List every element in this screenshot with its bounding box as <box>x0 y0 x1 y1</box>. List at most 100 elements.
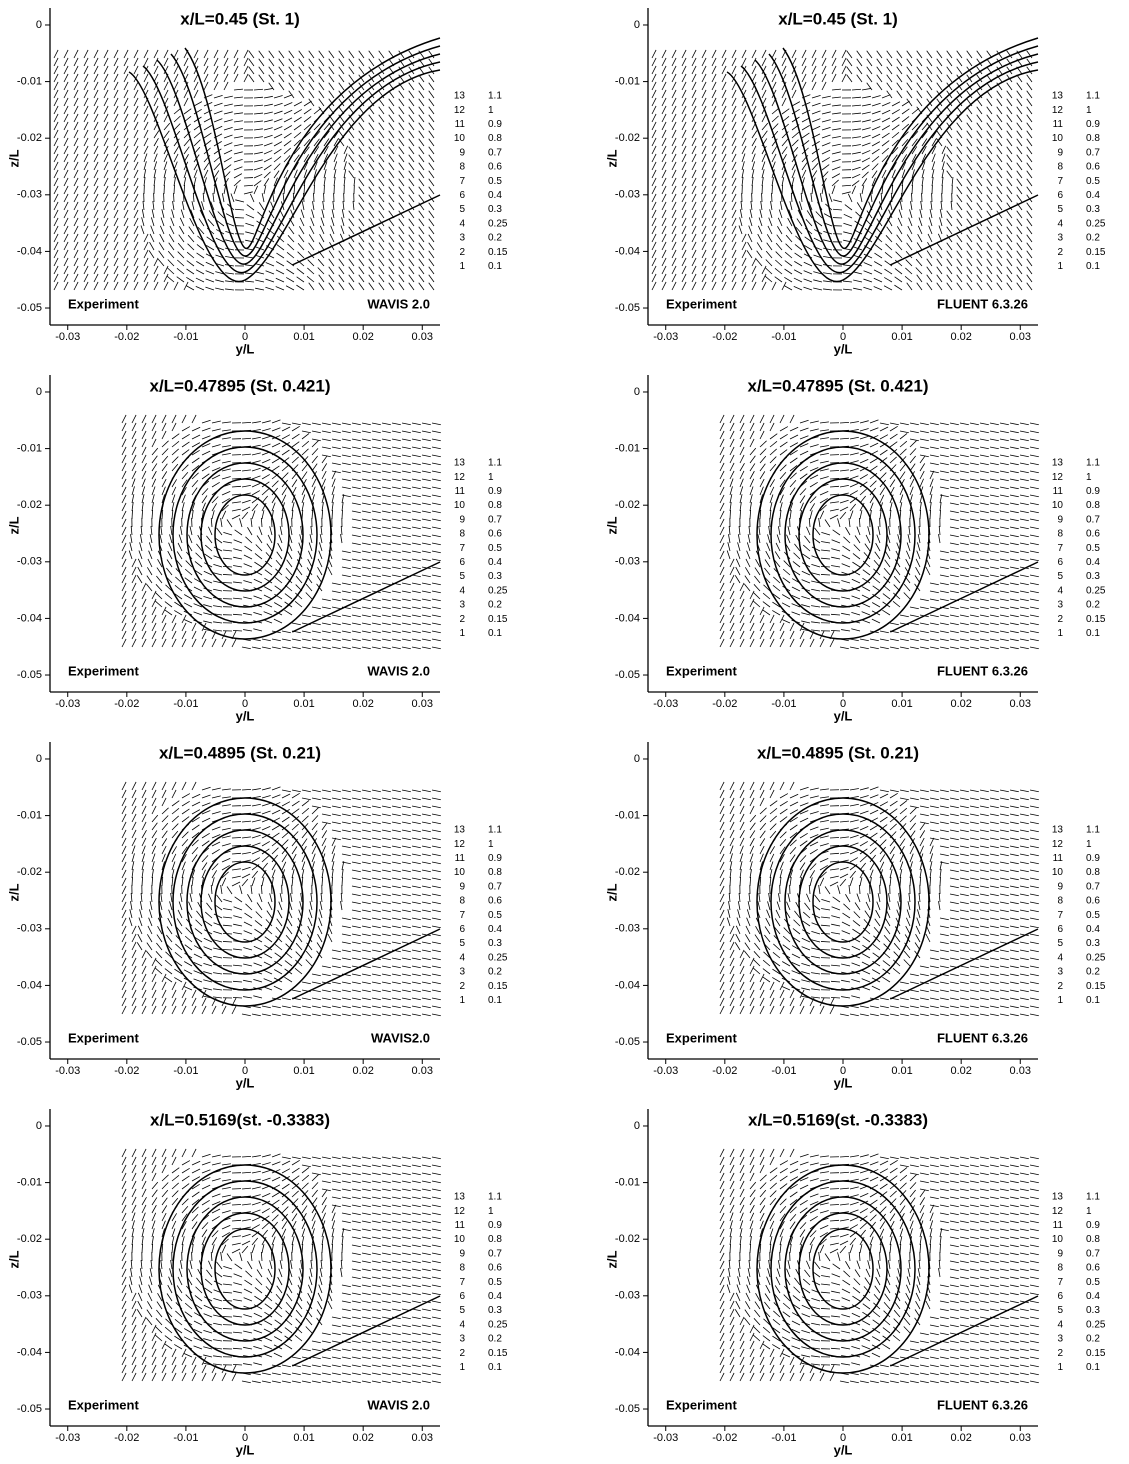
vector <box>252 820 261 822</box>
vector <box>254 129 263 130</box>
vector <box>872 134 880 138</box>
vector <box>831 614 840 615</box>
vector <box>274 603 282 607</box>
vector <box>332 463 341 465</box>
vector <box>870 428 878 431</box>
vector <box>152 623 156 631</box>
vector <box>952 177 953 186</box>
legend-level: 6 <box>459 190 465 201</box>
vector <box>927 67 932 74</box>
vector <box>432 551 441 553</box>
vector <box>412 862 421 864</box>
vector <box>770 631 774 639</box>
vector <box>150 242 154 250</box>
vector <box>309 243 314 250</box>
vector <box>134 162 138 170</box>
vector <box>352 615 361 617</box>
vector <box>223 899 232 902</box>
legend-value: 0.6 <box>488 529 502 540</box>
vector <box>342 877 343 886</box>
vector <box>760 464 765 471</box>
vector <box>392 551 401 553</box>
vector <box>312 201 314 210</box>
vector <box>422 463 431 465</box>
vector <box>1027 283 1032 290</box>
vector <box>392 591 401 593</box>
vector <box>742 130 746 138</box>
vector <box>206 536 212 543</box>
vector <box>342 846 351 848</box>
vector <box>672 138 676 146</box>
vector <box>896 252 902 258</box>
vector <box>990 511 999 513</box>
vector <box>412 790 421 792</box>
vector <box>253 612 262 615</box>
vector <box>409 283 414 290</box>
vector <box>152 209 154 218</box>
x-axis-label: y/L <box>236 708 255 723</box>
vector <box>352 846 361 848</box>
vector <box>762 154 766 162</box>
vector <box>960 599 969 601</box>
vector <box>930 494 932 503</box>
vector <box>412 910 421 912</box>
vector <box>897 51 902 58</box>
vector <box>142 639 146 647</box>
vector <box>997 283 1002 290</box>
vector <box>162 431 166 439</box>
vector <box>142 877 143 886</box>
vector <box>899 209 902 218</box>
vector <box>114 66 118 74</box>
legend-level: 2 <box>1057 247 1063 258</box>
vector <box>652 106 656 114</box>
vector <box>732 106 736 114</box>
vector <box>907 283 912 290</box>
vector <box>682 114 686 122</box>
vector <box>960 607 969 609</box>
vector <box>980 447 989 449</box>
vector <box>917 542 920 551</box>
vector <box>94 106 98 114</box>
vector <box>329 283 334 290</box>
vector <box>319 242 324 250</box>
vector <box>221 885 222 894</box>
vector <box>1027 123 1032 130</box>
vector <box>872 619 880 623</box>
panel: -0.03-0.02-0.0100.010.020.030-0.01-0.02-… <box>6 375 507 723</box>
vector <box>217 528 222 535</box>
vector <box>720 639 724 647</box>
vector <box>392 511 401 513</box>
vector <box>412 822 421 824</box>
vector <box>382 455 391 457</box>
vector <box>1007 91 1012 98</box>
vector <box>1010 551 1019 553</box>
vector <box>235 200 244 202</box>
vector <box>872 156 879 162</box>
vector <box>64 218 68 226</box>
vector <box>890 423 899 425</box>
vector <box>910 510 911 519</box>
vector <box>822 150 830 154</box>
vector <box>832 121 841 122</box>
vector <box>362 567 371 569</box>
legend-level: 13 <box>454 91 466 102</box>
vector <box>792 140 798 146</box>
vector <box>104 130 108 138</box>
vector <box>172 209 174 218</box>
vector <box>831 549 840 551</box>
vector <box>114 146 118 154</box>
vector <box>970 599 979 601</box>
vector <box>920 647 929 649</box>
vector <box>746 559 750 567</box>
vector <box>857 202 862 210</box>
vector <box>196 286 204 290</box>
vector <box>74 90 78 98</box>
vector <box>940 479 949 481</box>
vector <box>322 463 327 471</box>
vector <box>800 420 809 423</box>
vector <box>432 798 441 800</box>
vector <box>1007 163 1012 170</box>
vector <box>907 234 912 242</box>
vector <box>162 423 166 431</box>
vector <box>362 910 371 912</box>
